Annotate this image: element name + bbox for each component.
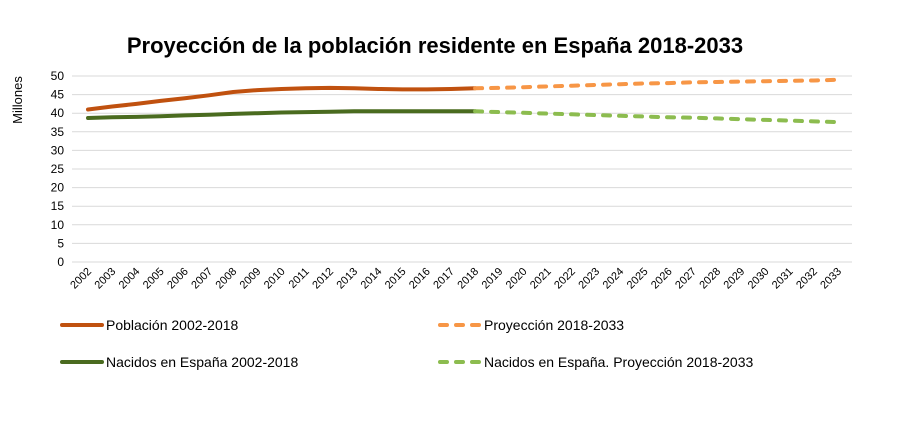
x-tick-label: 2032 [794,266,820,292]
x-tick-label: 2028 [697,266,723,292]
chart-title: Proyección de la población residente en … [127,33,743,58]
series-line [473,77,840,91]
y-tick-label: 45 [51,88,65,102]
x-tick-label: 2011 [287,266,312,291]
x-tick-label: 2012 [310,266,336,292]
x-tick-label: 2017 [431,266,457,292]
x-tick-label: 2026 [649,266,675,292]
x-tick-label: 2020 [504,266,530,292]
x-tick-label: 2022 [552,266,578,292]
x-tick-label: 2015 [383,266,409,292]
x-tick-label: 2007 [189,266,215,292]
x-tick-label: 2019 [480,266,506,292]
x-tick-label: 2006 [165,266,191,292]
x-tick-label: 2009 [238,266,264,292]
x-tick-label: 2016 [407,266,433,292]
x-tick-label: 2018 [455,266,481,292]
y-tick-label: 10 [51,218,65,232]
x-tick-label: 2024 [601,266,627,292]
y-tick-label: 15 [51,199,65,213]
x-tick-label: 2010 [262,266,288,292]
y-tick-label: 5 [57,236,64,250]
y-tick-label: 30 [51,143,65,157]
x-tick-label: 2030 [746,266,772,292]
x-tick-label: 2031 [770,266,796,292]
legend-label: Nacidos en España 2002-2018 [106,354,298,370]
x-tick-label: 2027 [673,266,699,292]
legend-label: Proyección 2018-2033 [484,317,624,333]
series-line [86,85,478,112]
x-tick-label: 2008 [213,266,239,292]
y-tick-label: 25 [51,162,65,176]
x-tick-label: 2014 [359,266,385,292]
legend-label: Población 2002-2018 [106,317,239,333]
x-tick-label: 2003 [93,266,119,292]
y-tick-label: 50 [51,69,65,83]
x-tick-label: 2021 [528,266,554,292]
x-tick-label: 2013 [334,266,360,292]
y-axis-label: Millones [10,76,25,124]
x-tick-label: 2025 [625,266,651,292]
x-tick-label: 2002 [68,266,94,292]
y-tick-label: 40 [51,106,65,120]
y-tick-label: 0 [57,255,64,269]
x-tick-label: 2023 [576,266,602,292]
x-tick-label: 2029 [722,266,748,292]
series-line [473,109,840,125]
x-tick-label: 2004 [117,266,143,292]
legend-label: Nacidos en España. Proyección 2018-2033 [484,354,754,370]
y-tick-label: 20 [51,181,65,195]
series-line [86,109,478,120]
y-tick-label: 35 [51,125,65,139]
x-tick-label: 2033 [818,266,844,292]
x-tick-label: 2005 [141,266,167,292]
